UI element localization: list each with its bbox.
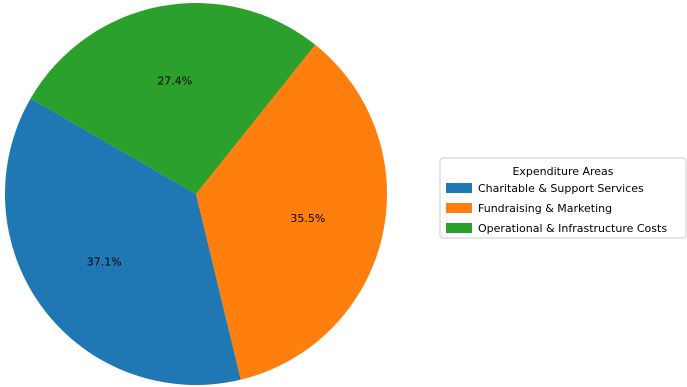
legend-swatch-2 xyxy=(446,203,472,213)
pie-slice-3 xyxy=(30,2,316,195)
legend-swatch-3 xyxy=(446,223,472,233)
legend-label-1: Charitable & Support Services xyxy=(478,182,644,195)
legend-label-2: Fundraising & Marketing xyxy=(478,202,612,215)
legend-label-3: Operational & Infrastructure Costs xyxy=(478,222,667,235)
pie-slice-1 xyxy=(4,98,241,386)
pie-slices xyxy=(4,2,388,386)
pie-slice-label-3: 27.4% xyxy=(157,74,192,87)
pie-slice-labels: 37.1% 35.5% 27.4% xyxy=(87,74,326,268)
legend-frame xyxy=(439,157,687,239)
legend-swatch-1 xyxy=(446,183,472,193)
legend: Expenditure Areas Charitable & Support S… xyxy=(439,157,687,239)
legend-title: Expenditure Areas xyxy=(512,165,613,178)
pie-slice-label-1: 37.1% xyxy=(87,256,122,269)
legend-items: Charitable & Support Services Fundraising… xyxy=(446,182,667,235)
pie-slice-label-2: 35.5% xyxy=(290,212,325,225)
pie-slice-2 xyxy=(196,44,388,380)
